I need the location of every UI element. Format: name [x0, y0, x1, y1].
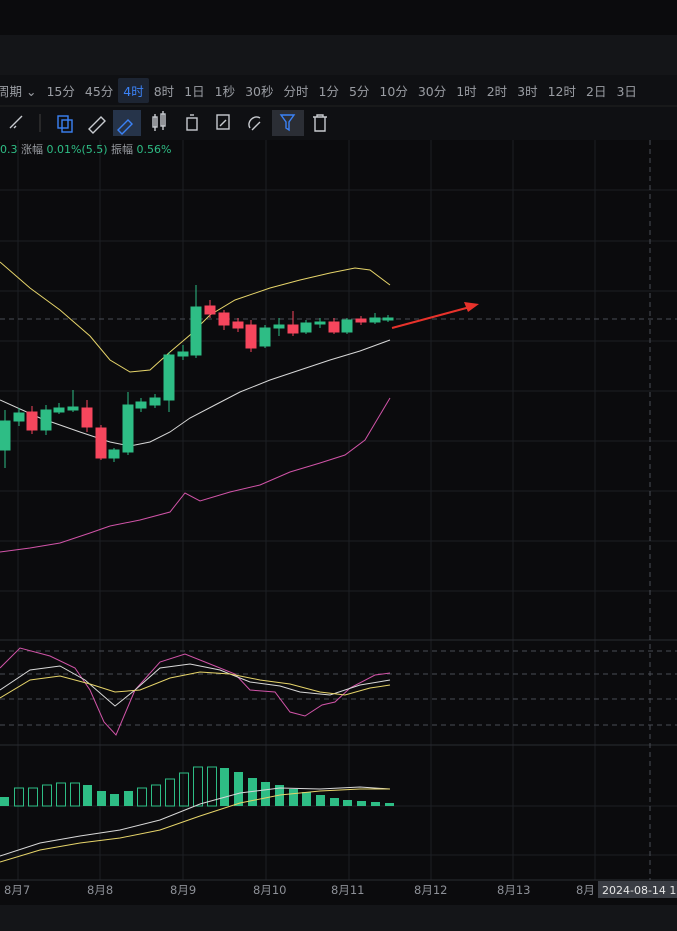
info-label: 涨幅: [21, 143, 43, 156]
period-text: 周期: [0, 83, 23, 99]
timeframe-bar: 周期 ⌄ 15分 45分 4时 8时 1日 1秒 30秒 分时 1分 5分 10分 30分 1时 2时 3时…: [0, 75, 677, 105]
x-tick-label: 8月8: [87, 883, 113, 897]
timeframe-button[interactable]: 1日: [184, 83, 205, 99]
crosshair-label-bg: [598, 881, 677, 898]
info-amplitude: 0.56%: [136, 143, 172, 156]
timeframe-button[interactable]: 30秒: [245, 83, 274, 99]
timeframe-button[interactable]: 3日: [616, 83, 637, 99]
timeframe-button[interactable]: 1时: [456, 83, 477, 99]
crosshair-label: 2024-08-14 16: [602, 884, 677, 897]
toolbar-bg: [0, 75, 677, 140]
info-value: 0.3: [0, 143, 18, 156]
x-tick-label: 8月7: [4, 883, 30, 897]
grid: [0, 140, 677, 880]
timeframe-button[interactable]: 8时: [153, 83, 175, 99]
timeframe-button[interactable]: 分时: [283, 83, 309, 99]
tool-icons[interactable]: [9, 110, 327, 136]
timeframe-button[interactable]: 4时: [118, 77, 149, 103]
timeframe-button[interactable]: 15分: [46, 83, 75, 99]
bottom-bar: [0, 905, 677, 931]
macd-bars: [0, 766, 394, 863]
period-selector[interactable]: 周期 ⌄: [0, 78, 41, 103]
timeframe-button[interactable]: 45分: [84, 83, 114, 99]
timeframe-button[interactable]: 5分: [348, 83, 370, 99]
x-tick-label: 8月: [576, 883, 595, 897]
x-tick-label: 8月13: [497, 883, 530, 897]
timeframe-button[interactable]: 10分: [379, 83, 408, 99]
candles: [0, 285, 394, 468]
timeframe-button[interactable]: 30分: [417, 83, 447, 99]
x-tick-label: 8月12: [414, 883, 447, 897]
timeframe-button[interactable]: 2时: [486, 83, 508, 99]
annotation-arrow: [391, 306, 471, 329]
timeframe-button[interactable]: 2日: [586, 83, 607, 99]
info-label: 振幅: [111, 143, 134, 156]
annotation-arrowhead: [464, 302, 479, 312]
x-tick-label: 8月9: [170, 883, 196, 897]
x-tick-label: 8月11: [331, 883, 364, 897]
timeframe-button[interactable]: 1分: [318, 83, 339, 99]
timeframe-button[interactable]: 12时: [547, 83, 576, 99]
info-change: 0.01%(5.5): [46, 143, 108, 156]
timeframe-button[interactable]: 3时: [517, 83, 538, 99]
header-bar: [0, 35, 677, 75]
indicator-lines: [0, 261, 391, 553]
dashed-levels: [0, 140, 677, 880]
kdj-lines: [0, 647, 391, 736]
x-tick-label: 8月10: [253, 883, 286, 897]
timeframe-button[interactable]: 1秒: [214, 83, 236, 99]
info-line: 0.3 涨幅 0.01%(5.5) 振幅 0.56%: [0, 141, 171, 157]
